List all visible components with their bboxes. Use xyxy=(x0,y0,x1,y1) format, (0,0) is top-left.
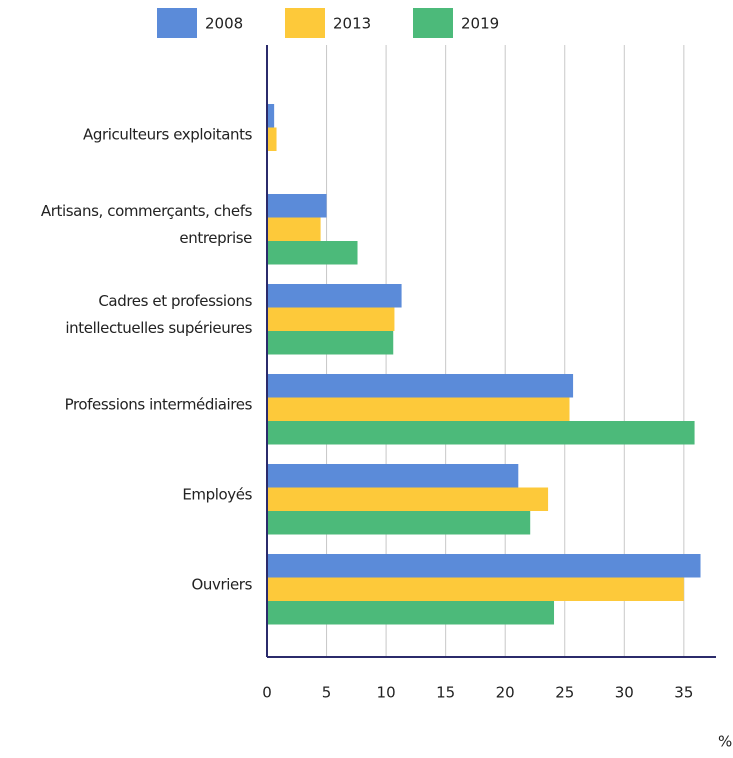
bar xyxy=(267,577,684,601)
x-tick-label: 30 xyxy=(615,684,634,702)
bar xyxy=(267,194,327,218)
x-tick-label: 5 xyxy=(322,684,332,702)
y-tick-label: Cadres et professions intellectuelles su… xyxy=(65,292,252,338)
bar xyxy=(267,307,395,331)
y-tick-label: Ouvriers xyxy=(191,575,252,594)
legend-label: 2019 xyxy=(461,15,499,33)
bar xyxy=(267,511,531,535)
x-axis-label: % xyxy=(718,733,732,751)
bar xyxy=(267,104,275,128)
x-tick-label: 10 xyxy=(377,684,396,702)
bar xyxy=(267,397,570,421)
y-tick-label: Artisans, commerçants, chefs entreprise xyxy=(40,202,253,248)
bar xyxy=(267,374,574,398)
bar xyxy=(267,554,701,578)
legend-label: 2013 xyxy=(333,15,371,33)
legend-label: 2008 xyxy=(205,15,243,33)
legend-swatch xyxy=(157,8,197,38)
bar xyxy=(267,284,402,308)
x-tick-label: 15 xyxy=(436,684,455,702)
x-tick-label: 35 xyxy=(674,684,693,702)
bar xyxy=(267,464,519,488)
bar xyxy=(267,421,695,445)
y-tick-label: Employés xyxy=(182,485,252,504)
x-tick-label: 20 xyxy=(496,684,515,702)
bar xyxy=(267,127,277,151)
bar xyxy=(267,601,555,625)
x-tick-label: 0 xyxy=(262,684,272,702)
legend-swatch xyxy=(413,8,453,38)
x-tick-label: 25 xyxy=(555,684,574,702)
y-tick-label: Agriculteurs exploitants xyxy=(83,125,252,144)
legend-swatch xyxy=(285,8,325,38)
bar xyxy=(267,217,321,241)
bar xyxy=(267,487,549,511)
bar xyxy=(267,331,394,355)
y-tick-label: Professions intermédiaires xyxy=(64,395,253,414)
bar xyxy=(267,241,358,265)
